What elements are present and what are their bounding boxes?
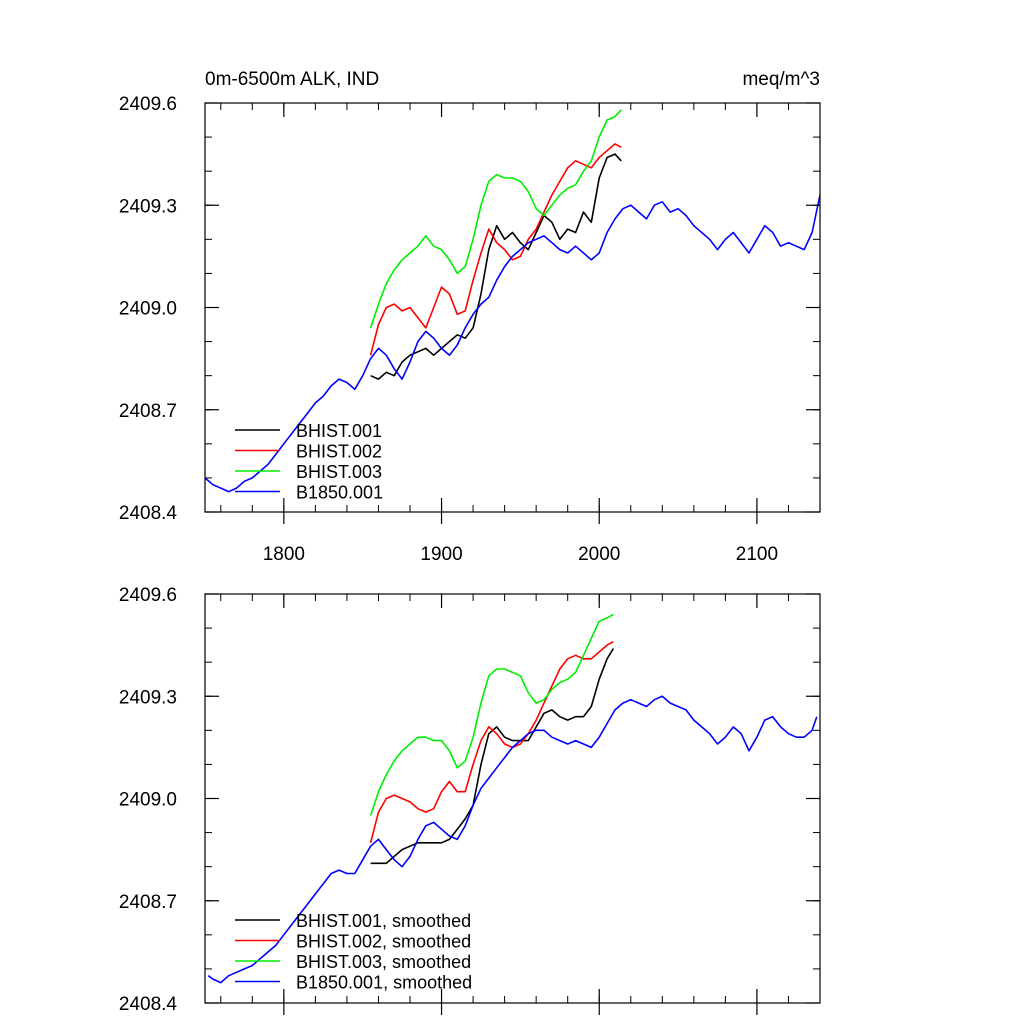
legend-label: BHIST.001: [296, 421, 382, 441]
y-tick-label: 2409.6: [119, 585, 177, 606]
series-line-2: [369, 640, 614, 843]
x-tick-label: 2100: [736, 544, 778, 565]
series-line-4: [207, 695, 818, 984]
x-tick-label: 1900: [420, 544, 462, 565]
y-tick-label: 2408.7: [119, 401, 177, 422]
series-line-4: [205, 194, 820, 493]
legend-label: BHIST.002, smoothed: [296, 932, 471, 952]
y-tick-label: 2409.3: [119, 196, 177, 217]
y-tick-label: 2409.3: [119, 687, 177, 708]
legend-label: BHIST.003: [296, 462, 382, 482]
chart-title: 0m-6500m ALK, IND: [205, 69, 379, 90]
y-tick-label: 2409.0: [119, 299, 177, 320]
legend-label: BHIST.002: [296, 442, 382, 462]
x-tick-label: 2000: [578, 544, 620, 565]
y-tick-label: 2409.0: [119, 790, 177, 811]
legend-label: B1850.001: [296, 483, 383, 503]
series-line-1: [370, 648, 615, 865]
series-line-3: [369, 109, 622, 329]
legend-label: BHIST.001, smoothed: [296, 911, 471, 931]
chart-panel-1: 2408.4 2408.7 2409.0 2409.3 2409.6 1800 1900 20…: [119, 69, 821, 565]
legend-label: BHIST.003, smoothed: [296, 952, 471, 972]
chart-units: meq/m^3: [742, 69, 820, 90]
series-line-2: [369, 143, 622, 356]
y-tick-label: 2408.7: [119, 892, 177, 913]
legend-label: B1850.001, smoothed: [296, 973, 472, 993]
y-tick-label: 2408.4: [119, 503, 178, 524]
series-line-1: [370, 153, 622, 380]
y-tick-label: 2408.4: [119, 994, 178, 1015]
series-line-3: [369, 613, 614, 816]
chart-panel-2: 2408.4 2408.7 2409.0 2409.3 2409.6 BHIST.001,…: [119, 585, 821, 1015]
x-tick-label: 1800: [263, 544, 305, 565]
y-tick-label: 2409.6: [119, 94, 177, 115]
